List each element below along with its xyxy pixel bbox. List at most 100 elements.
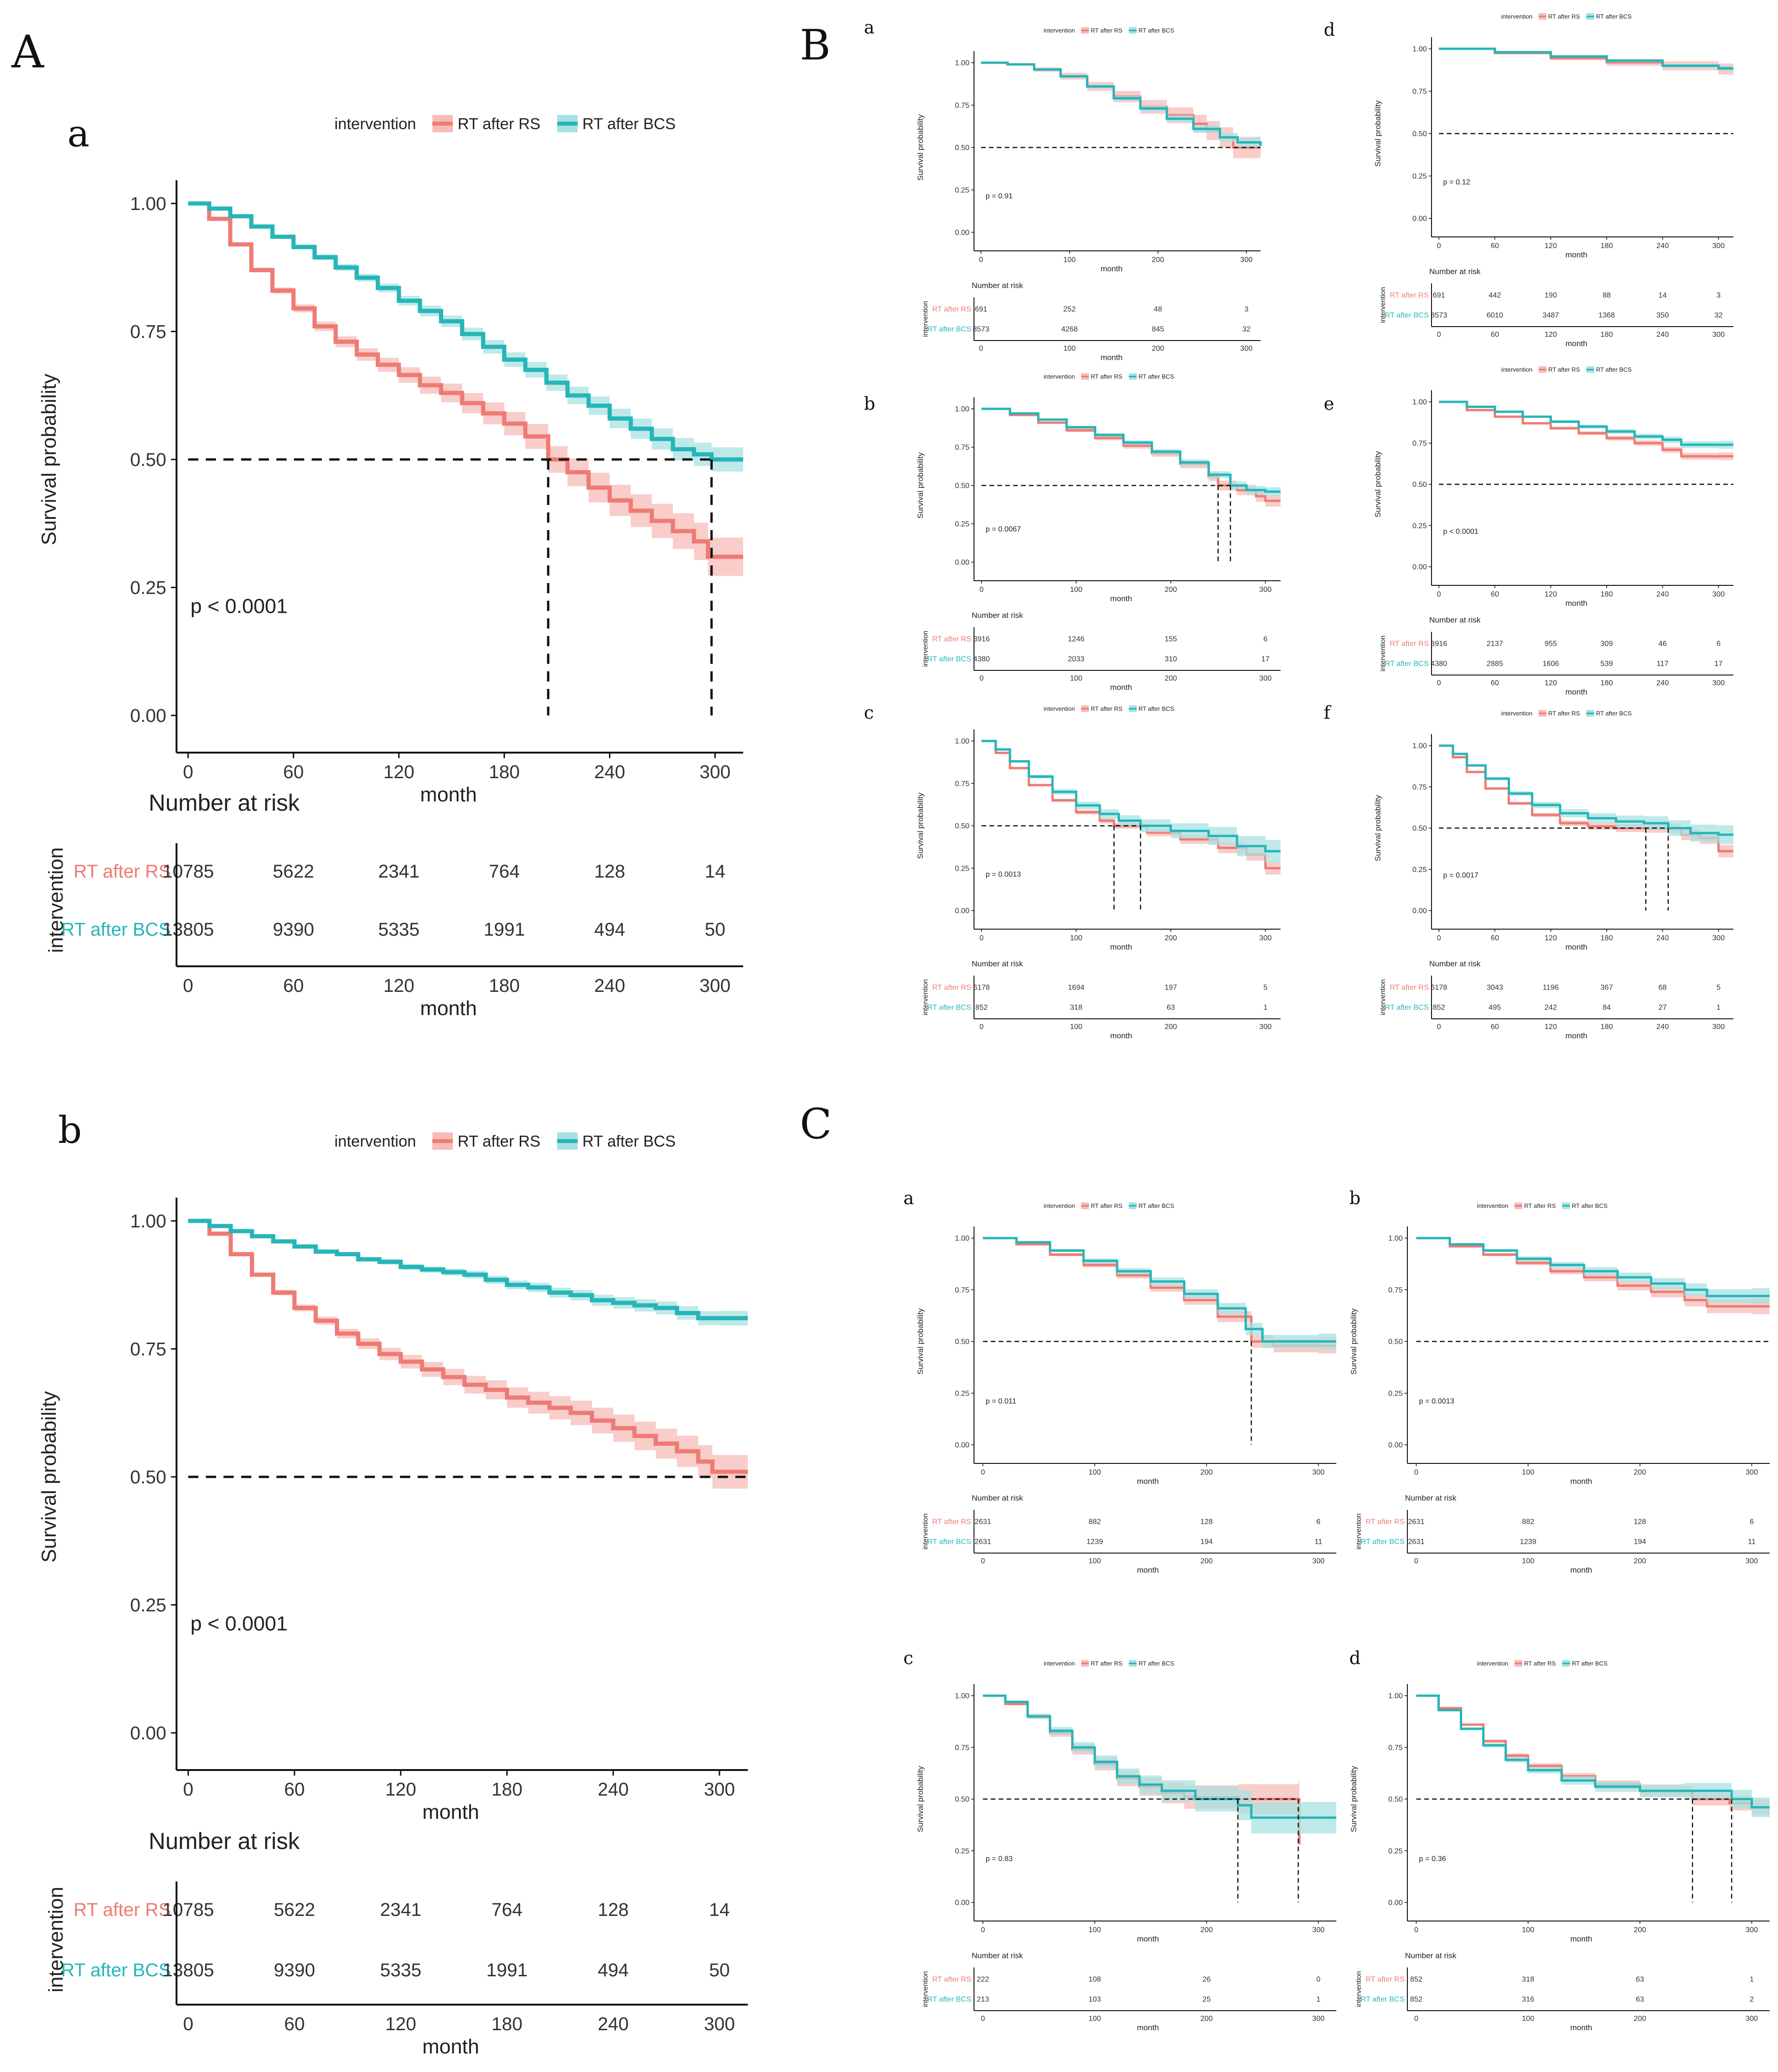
risk-row-label: RT after RS [1390,640,1429,648]
y-tick-label: 0.00 [1412,215,1427,223]
x-axis-title: month [1137,1477,1159,1486]
legend-label-rs: RT after RS [458,115,540,133]
legend-label-rs: RT after RS [1091,27,1122,34]
risk-cell: 68 [1659,984,1667,992]
y-tick-label: 0.25 [1388,1390,1403,1397]
risk-x-tick-label: 100 [1063,345,1076,353]
risk-title: Number at risk [972,1494,1023,1502]
risk-cell: 5 [1716,984,1720,992]
risk-cell: 3916 [973,636,990,643]
risk-cell: 764 [491,1900,523,1920]
risk-title: Number at risk [1405,1951,1457,1960]
x-tick-label: 100 [1070,934,1083,942]
x-tick-label: 240 [594,762,625,782]
panel-letter: b [1349,1188,1360,1208]
risk-title: Number at risk [149,790,300,816]
x-axis-title: month [1101,264,1123,273]
y-tick-label: 0.75 [955,444,969,452]
x-tick-label: 0 [1437,590,1441,598]
y-tick-label: 0.25 [1412,866,1427,874]
risk-x-tick-label: 200 [1200,1557,1213,1565]
risk-x-title: month [1137,2023,1159,2032]
risk-x-tick-label: 300 [1312,1557,1325,1565]
panel-letter: d [1324,20,1335,40]
y-axis-title: Survival probability [1373,100,1382,167]
x-tick-label: 0 [1414,1469,1418,1476]
risk-cell: 882 [1522,1518,1535,1526]
risk-x-tick-label: 180 [489,976,520,996]
p-value: p < 0.0001 [1443,528,1478,536]
risk-x-tick-label: 200 [1152,345,1164,353]
series-line-bcs [981,407,1281,493]
panel-C-d: d intervention RT after RS RT after BCS1.00… [1349,1648,1770,2032]
y-tick-label: 0.25 [955,520,969,528]
risk-title: Number at risk [972,281,1023,290]
panel-letter: b [58,1108,82,1152]
band-bcs [1416,1696,1770,1818]
risk-x-title: month [422,2035,479,2058]
x-axis-title: month [1137,1934,1159,1943]
risk-cell: 2137 [1487,640,1503,648]
y-tick-label: 0.75 [1388,1744,1403,1752]
risk-cell: 8573 [973,326,989,334]
risk-cell: 5622 [274,1900,315,1920]
y-tick-label: 0.75 [955,780,969,788]
risk-cell: 9390 [274,1960,315,1980]
x-tick-label: 300 [1745,1926,1758,1934]
panel-letter: b [864,393,875,414]
risk-x-title: month [1570,1566,1592,1574]
risk-cell: 11 [1748,1538,1756,1546]
y-tick-label: 0.00 [1388,1899,1403,1907]
risk-cell: 1239 [1086,1538,1103,1546]
x-tick-label: 180 [489,762,520,782]
risk-cell: 194 [1200,1538,1213,1546]
risk-x-tick-label: 180 [1601,679,1613,687]
risk-cell: 442 [1489,292,1501,300]
panel-A-b: b intervention RT after RS RT after BCS 1.00… [38,1108,748,2058]
risk-cell: 2033 [1068,656,1085,663]
legend-title: intervention [1044,1202,1075,1209]
risk-x-tick-label: 300 [1745,1557,1758,1565]
y-tick-label: 0.50 [955,482,969,490]
legend-label-rs: RT after RS [1091,1202,1122,1209]
legend-title: intervention [1501,13,1532,20]
band-rs [981,409,1281,507]
risk-row-label: RT after RS [73,861,171,882]
legend-label-bcs: RT after BCS [1596,13,1632,20]
risk-cell: 845 [1152,326,1164,334]
risk-x-tick-label: 300 [699,976,731,996]
legend-label-bcs: RT after BCS [1596,366,1632,373]
risk-cell: 495 [1489,1004,1501,1012]
x-tick-label: 200 [1164,934,1177,942]
risk-cell: 5335 [380,1960,421,1980]
risk-cell: 1 [1316,1996,1320,2004]
y-tick-label: 1.00 [1412,742,1427,750]
y-tick-label: 0.25 [1388,1847,1403,1855]
series-line-rs [983,1237,1336,1347]
risk-x-tick-label: 300 [1713,1023,1725,1031]
y-tick-label: 0.25 [955,186,969,194]
legend-label-bcs: RT after BCS [1138,373,1174,380]
legend-title: intervention [1044,705,1075,712]
risk-cell: 5 [1263,984,1268,992]
risk-cell: 4380 [973,656,990,663]
section-label-A: A [11,26,45,78]
x-tick-label: 180 [1601,590,1613,598]
legend-title: intervention [334,115,416,133]
legend-label-bcs: RT after BCS [1572,1660,1608,1667]
band-bcs [1438,746,1733,845]
band-bcs [983,1238,1336,1350]
section-label-B: B [800,21,830,70]
risk-x-tick-label: 300 [1713,679,1725,687]
p-value: p = 0.0067 [986,525,1021,533]
y-tick-label: 0.50 [1412,825,1427,833]
x-tick-label: 60 [1490,934,1499,942]
risk-x-tick-label: 0 [980,675,984,682]
risk-cell: 128 [1200,1518,1213,1526]
legend-label-rs: RT after RS [1548,710,1580,717]
risk-cell: 309 [1601,640,1613,648]
risk-cell: 46 [1659,640,1667,648]
panel-B-f: f intervention RT after RS RT after BCS1.00… [1324,702,1733,1040]
